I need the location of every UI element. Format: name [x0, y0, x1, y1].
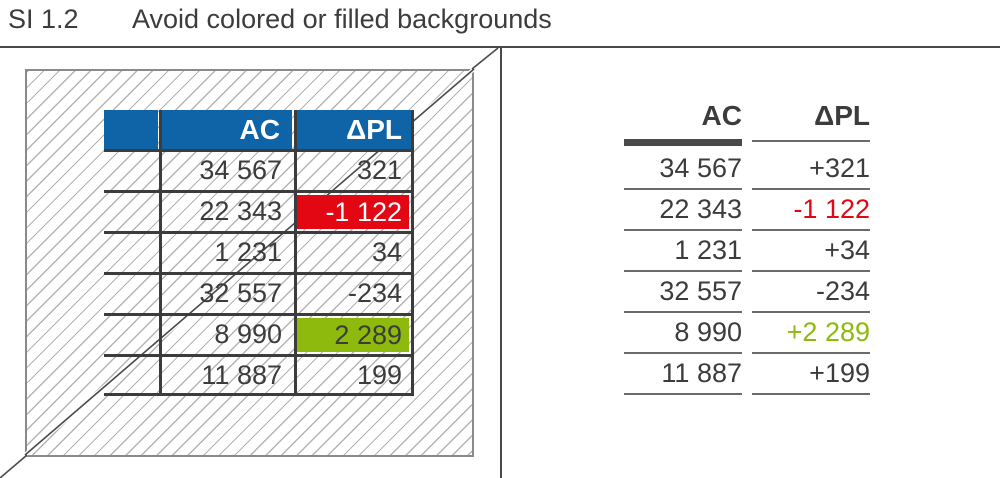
bad-ac-value: 11 887 [201, 360, 282, 390]
good-example-table: AC ΔPL 34 567 +321 22 343 -1 122 1 231 +… [624, 95, 874, 405]
row-rule [624, 270, 742, 272]
row-rule [624, 188, 742, 190]
section-code: SI 1.2 [8, 4, 79, 34]
good-ac-value: 11 887 [661, 358, 742, 388]
bad-header-label-cell [104, 110, 158, 150]
grid-line [104, 190, 414, 193]
panel-divider [500, 48, 502, 478]
bad-row: 11 887 199 [104, 355, 414, 396]
grid-line [104, 354, 414, 357]
grid-line [104, 313, 414, 316]
good-dpl-value: -234 [815, 276, 870, 306]
good-header-dpl: ΔPL [814, 100, 870, 131]
good-dpl-value: +34 [824, 235, 870, 265]
row-rule [624, 393, 742, 395]
good-dpl-value-negative: -1 122 [793, 194, 870, 224]
dpl-column-header-rule [752, 140, 870, 142]
bad-row: 34 567 321 [104, 150, 414, 191]
row-rule [752, 393, 870, 395]
bad-row: 32 557 -234 [104, 273, 414, 314]
grid-line [411, 110, 414, 396]
bad-ac-value: 22 343 [199, 196, 282, 226]
bad-row: 1 231 34 [104, 232, 414, 273]
bad-header-row: AC ΔPL [104, 110, 414, 150]
bad-row: 8 990 2 289 [104, 314, 414, 355]
bad-dpl-value: -234 [347, 278, 402, 308]
bad-row: 22 343 -1 122 [104, 191, 414, 232]
bad-header-ac: AC [160, 110, 292, 150]
row-rule [624, 352, 742, 354]
grid-line [104, 272, 414, 275]
bad-ac-value: 34 567 [199, 155, 282, 185]
good-ac-value: 34 567 [659, 153, 742, 183]
good-ac-value: 32 557 [659, 276, 742, 306]
bad-ac-value: 1 231 [214, 237, 282, 267]
bad-example-table: AC ΔPL 34 567 321 22 343 -1 122 1 231 34… [104, 110, 414, 396]
grid-line [104, 149, 414, 152]
good-ac-value: 8 990 [674, 317, 742, 347]
page-title: Avoid colored or filled backgrounds [132, 4, 552, 34]
row-rule [752, 352, 870, 354]
bad-dpl-value: 34 [371, 237, 402, 267]
bad-dpl-value-negative-highlight: -1 122 [297, 195, 409, 229]
bad-header-dpl: ΔPL [294, 110, 414, 150]
row-rule [752, 270, 870, 272]
row-rule [752, 311, 870, 313]
good-ac-value: 22 343 [659, 194, 742, 224]
page-header: SI 1.2 Avoid colored or filled backgroun… [0, 0, 1000, 48]
bad-dpl-value: 321 [356, 155, 402, 185]
good-dpl-value: +321 [809, 153, 870, 183]
good-header-ac: AC [701, 100, 742, 131]
grid-line [104, 393, 414, 396]
bad-dpl-value: 199 [356, 360, 402, 390]
bad-dpl-value-positive-highlight: 2 289 [297, 318, 409, 352]
good-ac-value: 1 231 [674, 235, 742, 265]
bad-ac-value: 8 990 [214, 319, 282, 349]
row-rule [752, 188, 870, 190]
good-dpl-value: +199 [809, 358, 870, 388]
grid-line [294, 110, 297, 396]
good-dpl-value-positive: +2 289 [786, 317, 870, 347]
header-divider [0, 46, 1000, 48]
bad-ac-value: 32 557 [199, 278, 282, 308]
grid-line [159, 110, 162, 396]
grid-line [104, 231, 414, 234]
row-rule [624, 311, 742, 313]
row-rule [752, 229, 870, 231]
ac-column-header-rule [624, 139, 742, 146]
row-rule [624, 229, 742, 231]
